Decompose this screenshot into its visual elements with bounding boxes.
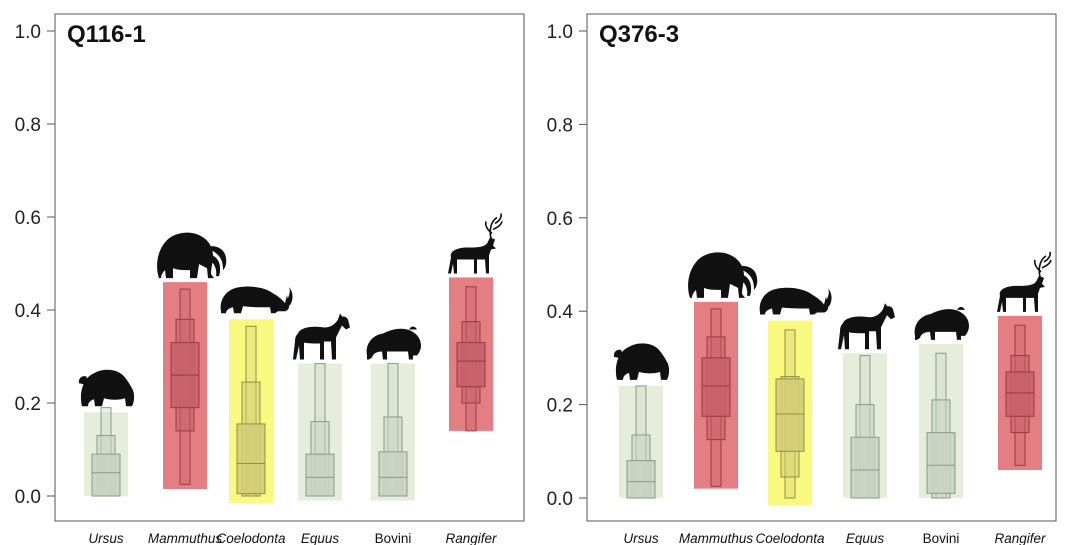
y-tick-label: 0.0: [547, 489, 573, 510]
x-tick-label: Ursus: [623, 531, 659, 545]
x-tick-label: Coelodonta: [755, 531, 825, 545]
quantile-box-3: [626, 460, 656, 499]
quantile-box-3: [305, 453, 335, 497]
panel-title: Q116-1: [67, 21, 146, 48]
chart-panel-1: 0.0 0.2 0.4 0.6 0.8 1.0 Q116-1 Ursus MammuthusCo…: [15, 13, 525, 545]
bar-ursus: [619, 385, 663, 499]
quantile-box-3: [926, 432, 956, 494]
bear-icon: [78, 369, 135, 407]
y-tick-label: 0.4: [15, 301, 42, 322]
chart-panel-2: 0.0 0.2 0.4 0.6 0.8 1.0 Q376-3 Ursus Mammuthus Co…: [547, 13, 1057, 545]
plot-frame: [586, 13, 1057, 522]
y-tick-label: 0.6: [15, 208, 41, 229]
mammoth-icon: [157, 232, 227, 279]
bar-equus: [298, 362, 342, 501]
bar-rangifer: [449, 277, 493, 432]
plot-frame: [54, 13, 525, 522]
x-tick-label: Ursus: [88, 531, 124, 545]
bar-bovini: [919, 343, 963, 499]
bar-mammuthus: [163, 282, 207, 490]
x-tick-label: Bovini: [375, 531, 412, 545]
panel-title: Q376-3: [599, 21, 679, 48]
horse-icon: [838, 303, 895, 350]
bar-bovini: [371, 362, 415, 501]
y-tick-label: 1.0: [15, 22, 41, 43]
y-tick-label: 0.0: [15, 487, 41, 508]
x-tick-label: Bovini: [923, 531, 960, 545]
bar-coelodonta: [768, 320, 812, 506]
bison-icon: [914, 306, 969, 340]
rhino-icon: [759, 287, 832, 315]
rhino-icon: [220, 286, 293, 314]
y-tick-label: 1.0: [547, 22, 573, 43]
x-tick-label: Mammuthus: [679, 531, 754, 545]
y-tick-label: 0.2: [547, 396, 573, 417]
bar-equus: [843, 353, 887, 499]
y-tick-label: 0.2: [15, 394, 41, 415]
bar-rangifer: [998, 315, 1042, 470]
bear-icon: [613, 343, 670, 380]
x-tick-label: Coelodonta: [216, 531, 286, 545]
bar-mammuthus: [694, 301, 738, 489]
quantile-box-3: [91, 453, 121, 497]
quantile-box-3: [456, 342, 486, 388]
quantile-box-3: [378, 451, 408, 497]
horse-icon: [293, 313, 350, 360]
x-tick-label: Equus: [846, 531, 885, 545]
bar-ursus: [84, 407, 128, 497]
x-tick-label: Mammuthus: [148, 531, 223, 545]
y-tick-label: 0.8: [15, 115, 41, 136]
bar-coelodonta: [229, 319, 273, 503]
quantile-box-3: [775, 378, 805, 452]
quantile-box-3: [850, 436, 880, 499]
x-tick-label: Rangifer: [445, 531, 497, 545]
quantile-box-3: [1005, 371, 1035, 417]
x-tick-label: Equus: [301, 531, 340, 545]
quantile-box-3: [236, 423, 266, 495]
x-tick-label: Rangifer: [994, 531, 1046, 545]
mammoth-icon: [688, 252, 758, 298]
reindeer-icon: [448, 213, 503, 274]
reindeer-icon: [997, 251, 1052, 312]
y-tick-label: 0.4: [547, 302, 574, 323]
y-tick-label: 0.8: [547, 115, 573, 136]
bison-icon: [366, 326, 421, 360]
quantile-box-3: [701, 357, 731, 417]
y-tick-label: 0.6: [547, 209, 573, 230]
